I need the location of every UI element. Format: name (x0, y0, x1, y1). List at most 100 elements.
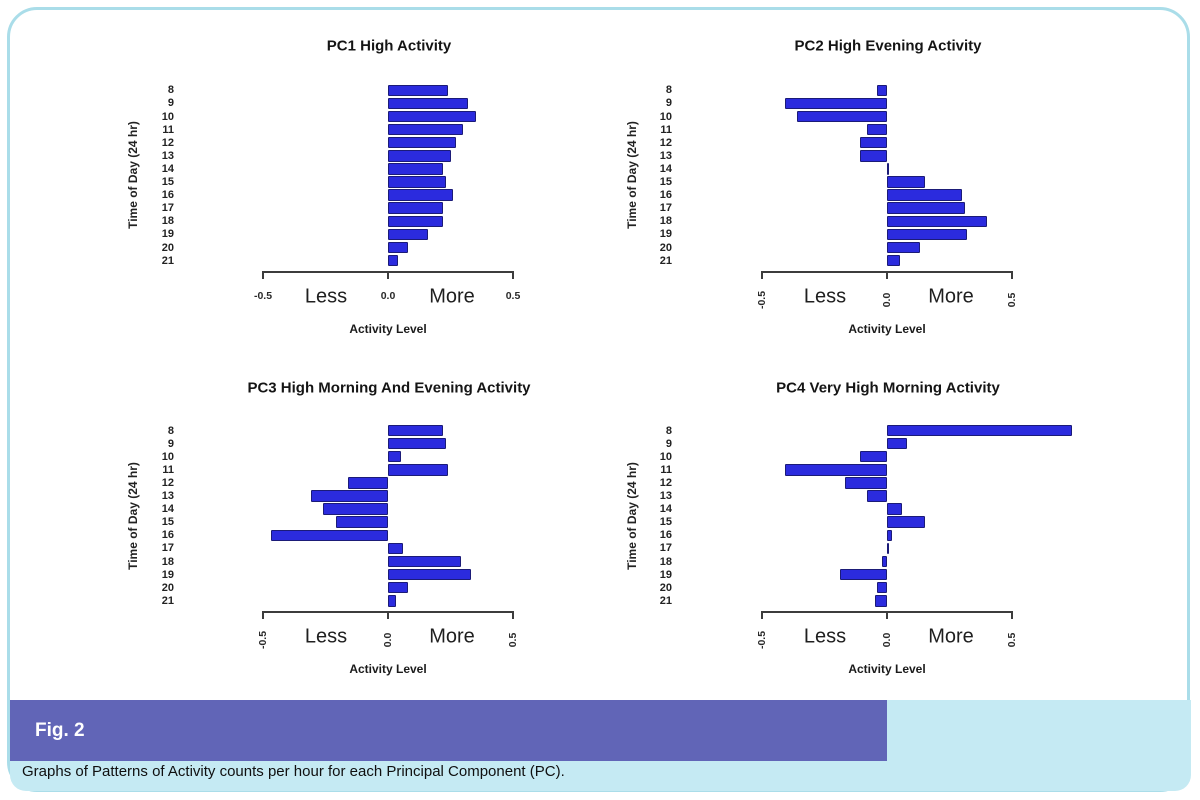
bar-hour-8 (877, 84, 887, 97)
y-tick-label: 16 (161, 189, 174, 202)
y-tick-label: 17 (161, 202, 174, 215)
x-axis-tick (1011, 271, 1013, 279)
bar-hour-13 (310, 490, 388, 502)
y-tick-label: 20 (659, 581, 672, 594)
x-axis-title: Activity Level (349, 662, 427, 676)
bar-hour-19 (388, 568, 471, 581)
figure-caption: Graphs of Patterns of Activity counts pe… (22, 763, 565, 780)
bar-hour-9 (784, 97, 887, 110)
x-axis-tick (761, 611, 763, 619)
annotation-less: Less (304, 285, 348, 308)
figure-frame (7, 7, 1190, 792)
bar-hour-18 (388, 555, 461, 568)
bar-hour-9 (388, 97, 468, 110)
bar-hour-10 (797, 110, 887, 123)
y-tick-label: 17 (659, 202, 672, 215)
y-tick-label: 13 (659, 149, 672, 162)
annotation-less: Less (304, 625, 348, 648)
y-tick-label: 20 (161, 581, 174, 594)
y-tick-label: 21 (161, 594, 174, 607)
bar-hour-13 (388, 150, 451, 162)
y-tick-label: 12 (659, 136, 672, 149)
bar-hour-11 (388, 464, 448, 476)
bar-hour-13 (867, 490, 887, 502)
bar-hour-19 (887, 228, 967, 241)
y-tick-label: 14 (659, 162, 672, 175)
y-tick-label: 13 (161, 149, 174, 162)
x-axis-tick (512, 271, 514, 279)
bar-hour-15 (887, 176, 925, 188)
x-tick-label: 0.5 (505, 290, 521, 302)
x-tick-label: -0.5 (756, 290, 768, 310)
y-tick-label: 11 (660, 463, 672, 476)
y-tick-label: 12 (659, 476, 672, 489)
y-tick-label: 18 (659, 555, 672, 568)
bar-hour-16 (887, 529, 892, 542)
y-tick-label: 19 (659, 568, 672, 581)
x-axis-tick (387, 611, 389, 619)
bar-hour-18 (388, 215, 443, 228)
y-tick-label: 11 (162, 123, 174, 136)
bar-hour-20 (877, 581, 887, 594)
y-tick-label: 9 (665, 97, 672, 110)
x-axis-title: Activity Level (848, 662, 926, 676)
x-axis-tick (512, 611, 514, 619)
bar-hour-21 (887, 254, 900, 267)
bar-hour-19 (839, 568, 887, 581)
y-tick-label: 8 (665, 424, 672, 437)
y-tick-label: 14 (659, 503, 672, 516)
y-tick-label: 21 (659, 594, 672, 607)
x-tick-label: -0.5 (253, 290, 273, 302)
y-tick-label: 19 (659, 228, 672, 241)
annotation-less: Less (803, 625, 847, 648)
bar-hour-17 (887, 202, 965, 214)
bar-hour-20 (887, 241, 920, 254)
y-tick-label: 13 (161, 490, 174, 502)
bar-hour-21 (388, 595, 396, 607)
bar-hour-15 (887, 516, 925, 528)
y-tick-label: 18 (659, 215, 672, 228)
y-tick-label: 10 (161, 450, 174, 463)
bar-hour-17 (887, 542, 889, 555)
x-axis-title: Activity Level (349, 322, 427, 336)
bar-hour-12 (388, 136, 456, 149)
bar-hour-18 (887, 215, 987, 228)
chart-title: PC1 High Activity (326, 37, 452, 55)
x-axis-tick (387, 271, 389, 279)
x-tick-label: 0.0 (382, 632, 394, 648)
bar-hour-9 (388, 437, 446, 450)
bar-hour-9 (887, 437, 907, 450)
x-axis-tick (886, 611, 888, 619)
y-tick-label: 18 (161, 555, 174, 568)
annotation-more: More (429, 285, 475, 308)
annotation-less: Less (803, 285, 847, 308)
bar-hour-11 (784, 464, 887, 476)
x-tick-label: 0.0 (380, 290, 396, 302)
y-tick-label: 8 (167, 84, 174, 97)
y-tick-label: 11 (162, 463, 174, 476)
x-tick-label: -0.5 (756, 630, 768, 650)
bar-hour-13 (859, 150, 887, 162)
y-tick-label: 14 (161, 162, 174, 175)
y-tick-label: 9 (665, 437, 672, 450)
bar-hour-8 (887, 424, 1072, 437)
bar-hour-21 (874, 595, 887, 607)
y-tick-label: 10 (659, 450, 672, 463)
y-tick-label: 19 (161, 228, 174, 241)
chart-title: PC3 High Morning And Evening Activity (247, 379, 531, 397)
bar-hour-14 (887, 503, 902, 515)
y-tick-label: 12 (161, 136, 174, 149)
bar-hour-12 (844, 477, 887, 489)
bar-hour-11 (388, 123, 463, 136)
y-tick-label: 20 (161, 241, 174, 254)
chart-title: PC2 High Evening Activity (794, 37, 982, 55)
bar-hour-20 (388, 241, 408, 254)
figure-label-bar: Fig. 2 (10, 700, 887, 761)
bar-hour-20 (388, 581, 408, 594)
y-tick-label: 21 (161, 254, 174, 267)
bar-hour-11 (867, 123, 887, 136)
bar-hour-15 (335, 516, 388, 528)
y-tick-label: 15 (161, 176, 174, 188)
y-tick-label: 16 (659, 529, 672, 542)
